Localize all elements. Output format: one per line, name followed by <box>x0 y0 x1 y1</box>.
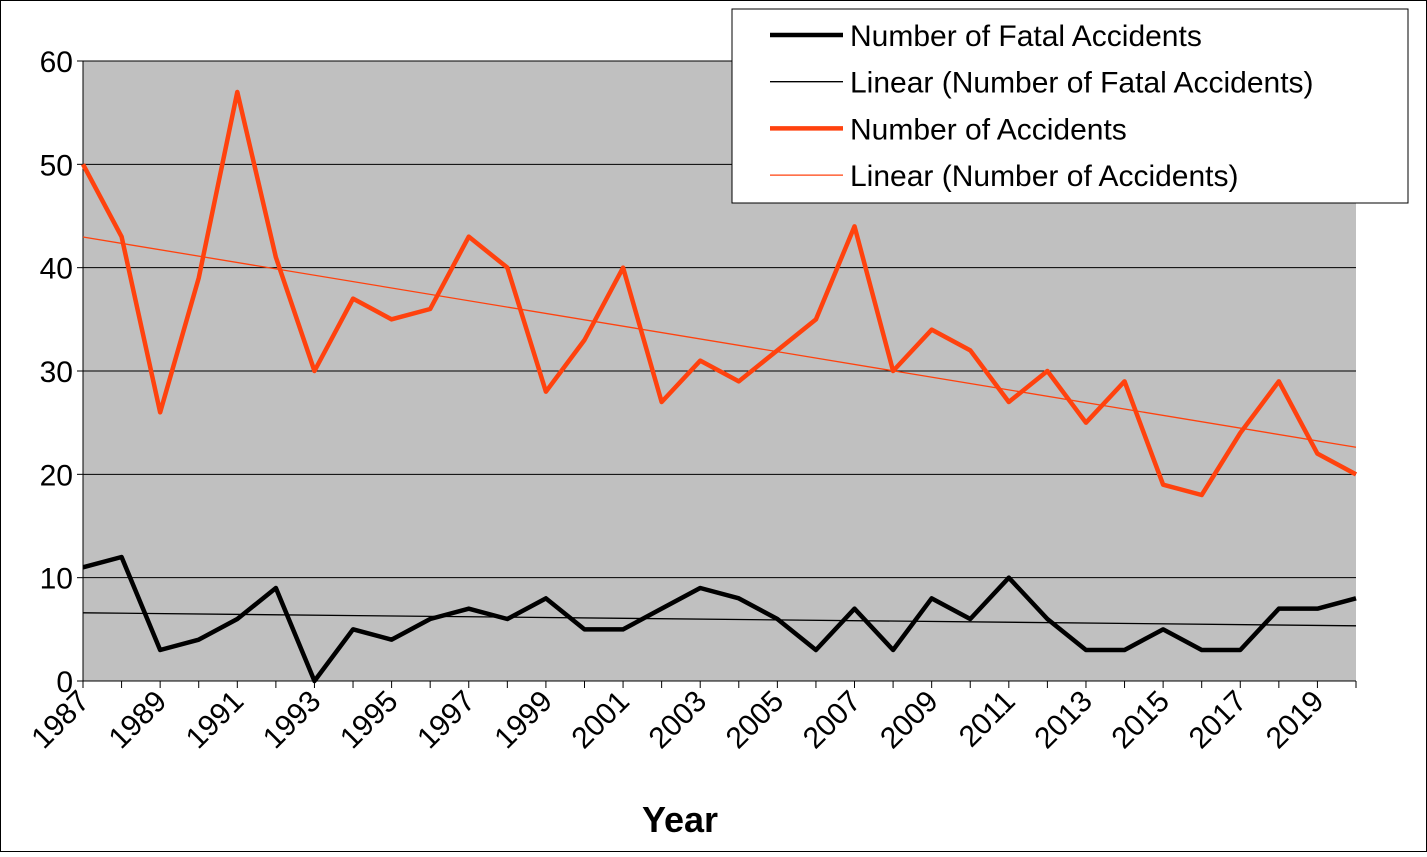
y-tick-label: 10 <box>40 563 73 596</box>
y-tick-label: 20 <box>40 459 73 492</box>
series-line <box>81 89 1358 498</box>
series-line <box>82 554 1357 684</box>
y-tick-label: 60 <box>40 46 73 79</box>
y-tick-label: 30 <box>40 356 73 389</box>
trendline <box>82 612 1357 627</box>
legend-label: Linear (Number of Fatal Accidents) <box>850 67 1314 100</box>
y-tick-label: 0 <box>56 666 73 699</box>
y-tick-label: 40 <box>40 253 73 286</box>
y-tick-label: 50 <box>40 149 73 182</box>
trendline <box>82 236 1357 448</box>
x-axis-label: Year <box>642 799 718 840</box>
legend-label: Linear (Number of Accidents) <box>850 160 1239 193</box>
legend: Number of Fatal Accidents Linear (Number … <box>731 8 1409 204</box>
legend-box <box>731 8 1409 204</box>
legend-label: Number of Accidents <box>850 113 1127 146</box>
legend-label: Number of Fatal Accidents <box>850 20 1202 53</box>
